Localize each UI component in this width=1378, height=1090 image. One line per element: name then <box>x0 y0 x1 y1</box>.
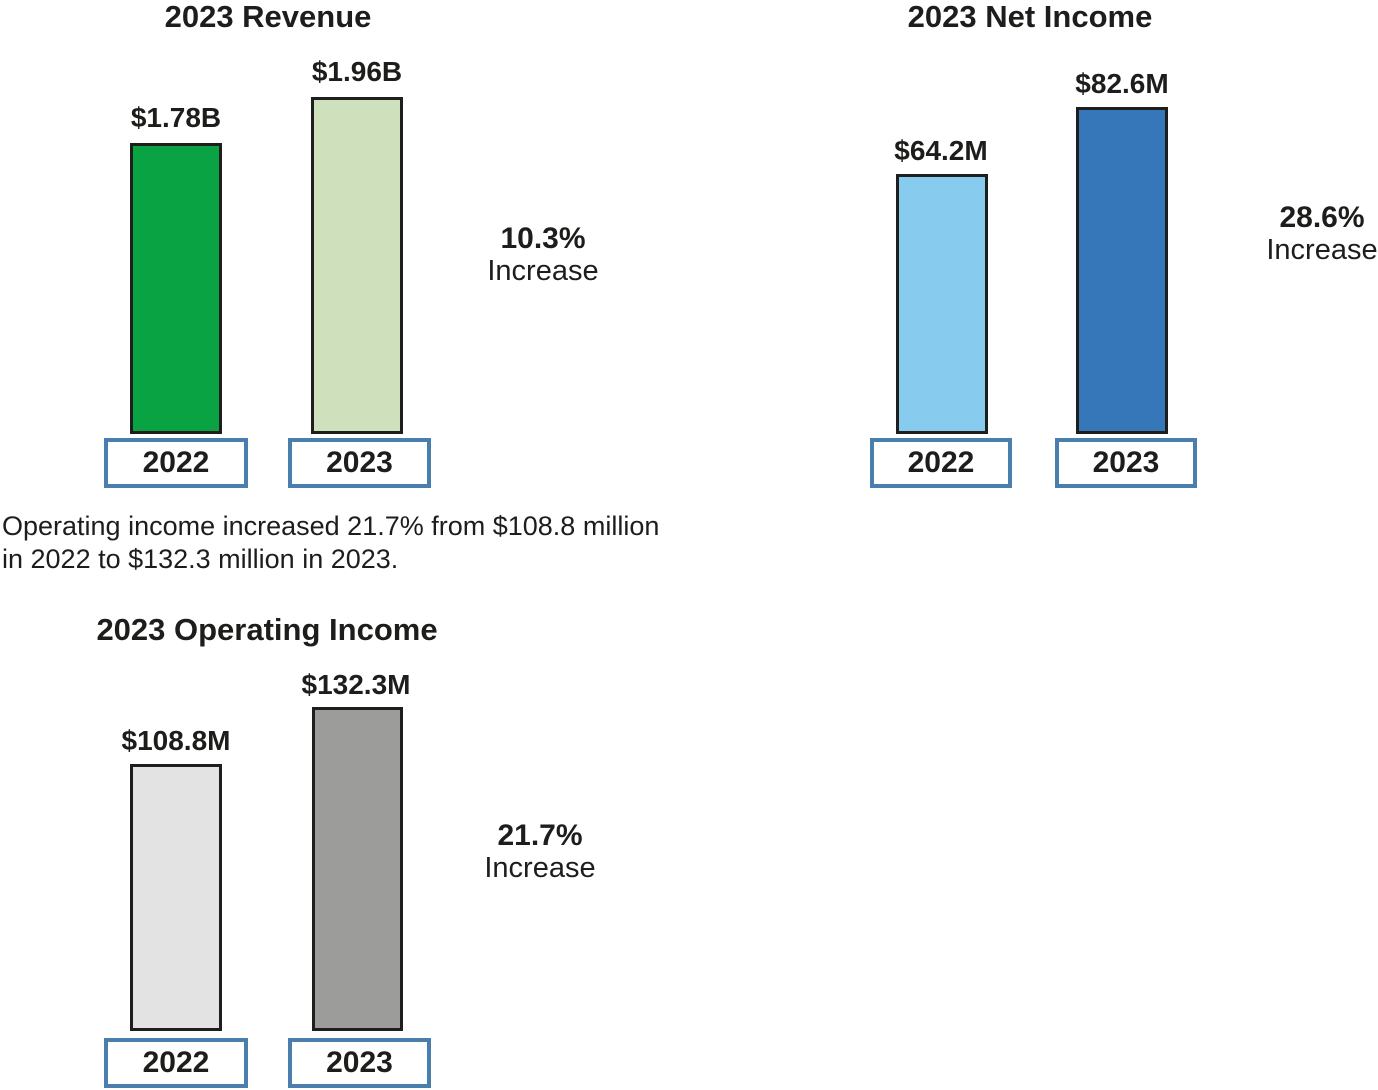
operating-income-chart-title: 2023 Operating Income <box>96 612 438 647</box>
operating-income-2023-year-box: 2023 <box>288 1038 431 1088</box>
operating-income-note: Operating income increased 21.7% from $1… <box>2 510 659 576</box>
operating-income-increase-annotation: 21.7% Increase <box>440 819 640 885</box>
net-income-2023-value-label: $82.6M <box>1075 68 1169 99</box>
net-income-increase-percent: 28.6% <box>1279 201 1365 234</box>
operating-income-2022-year-box: 2022 <box>104 1038 248 1088</box>
operating-income-note-line2: in 2022 to $132.3 million in 2023. <box>2 544 399 574</box>
revenue-2023-year-label: 2023 <box>326 446 393 479</box>
operating-income-2023-year-label: 2023 <box>326 1046 393 1079</box>
operating-income-2023-bar <box>312 707 403 1031</box>
revenue-2022-year-box: 2022 <box>104 438 248 488</box>
net-income-2022-year-label: 2022 <box>907 446 975 479</box>
net-income-chart-title: 2023 Net Income <box>907 0 1153 34</box>
operating-income-2022-value-label: $108.8M <box>121 725 231 756</box>
net-income-2022-year-box: 2022 <box>870 438 1012 488</box>
operating-income-increase-percent: 21.7% <box>497 819 583 852</box>
net-income-2022-bar <box>896 174 988 434</box>
revenue-increase-percent: 10.3% <box>500 222 586 255</box>
revenue-2023-year-box: 2023 <box>288 438 431 488</box>
operating-income-2022-bar <box>130 764 222 1031</box>
net-income-2023-year-box: 2023 <box>1055 438 1197 488</box>
operating-income-increase-word: Increase <box>484 852 596 884</box>
operating-income-2023-value-label: $132.3M <box>301 669 411 700</box>
revenue-2022-bar <box>130 143 222 434</box>
revenue-2023-bar <box>311 97 403 434</box>
revenue-2022-year-label: 2022 <box>142 446 210 479</box>
net-income-increase-word: Increase <box>1266 234 1378 266</box>
revenue-increase-annotation: 10.3% Increase <box>443 222 643 288</box>
net-income-2023-year-label: 2023 <box>1092 446 1160 479</box>
net-income-2022-value-label: $64.2M <box>894 135 988 166</box>
revenue-chart-title: 2023 Revenue <box>164 0 372 34</box>
operating-income-2022-year-label: 2022 <box>142 1046 210 1079</box>
net-income-increase-annotation: 28.6% Increase <box>1222 201 1378 267</box>
net-income-2023-bar <box>1076 107 1168 434</box>
operating-income-note-line1: Operating income increased 21.7% from $1… <box>2 511 660 541</box>
revenue-2022-value-label: $1.78B <box>130 102 222 133</box>
revenue-2023-value-label: $1.96B <box>311 56 403 87</box>
revenue-increase-word: Increase <box>487 255 599 287</box>
